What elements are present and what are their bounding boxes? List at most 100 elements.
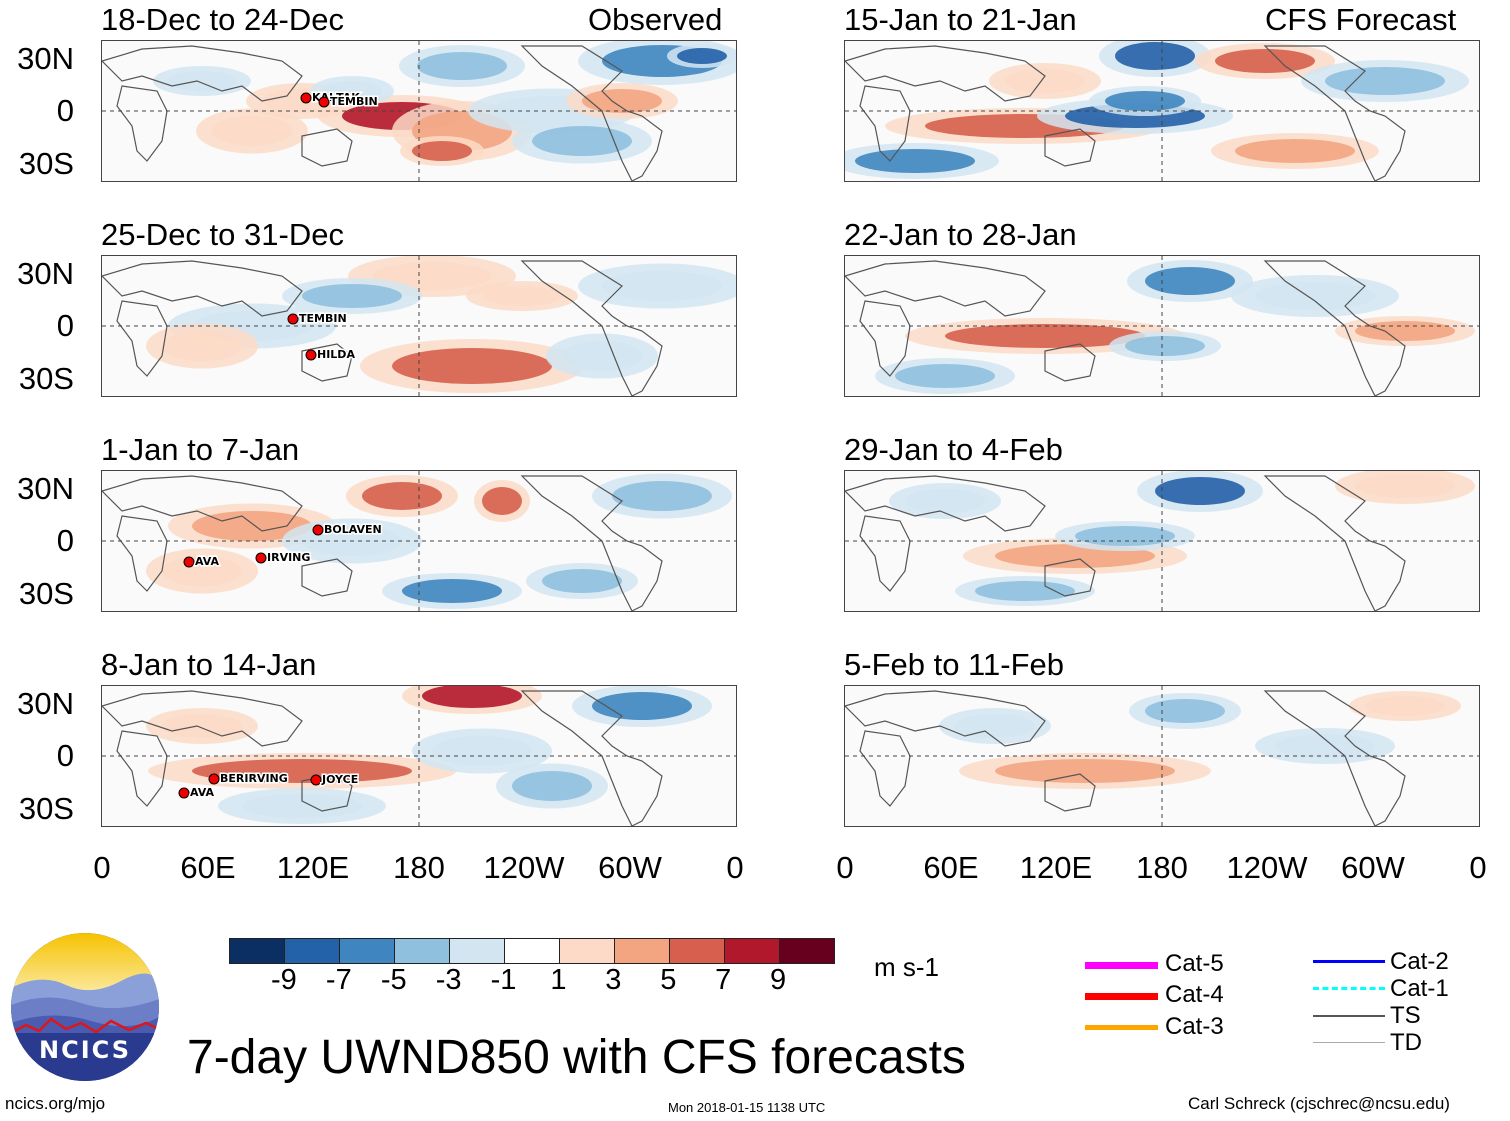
panel-title-obs-4: 8-Jan to 14-Jan <box>101 647 317 682</box>
anomaly-core <box>512 771 592 801</box>
legend-label-cat3: Cat-3 <box>1165 1013 1224 1040</box>
colorbar <box>229 938 835 964</box>
storm-marker-icon <box>287 313 299 325</box>
anomaly-core <box>1275 734 1375 758</box>
africa-outline <box>859 730 911 807</box>
anomaly-core <box>417 52 507 80</box>
colorbar-swatch <box>560 939 615 963</box>
anomaly-core <box>167 71 237 91</box>
anomaly-core <box>372 262 492 290</box>
map-panel-fc-4 <box>844 685 1480 827</box>
colorbar-swatch <box>615 939 670 963</box>
anomaly-core <box>482 286 562 306</box>
xtick-left-120e: 120E <box>276 850 350 885</box>
ytick-30s-4: 30S <box>18 791 74 826</box>
footer-url[interactable]: ncics.org/mjo <box>5 1094 106 1113</box>
africa-outline <box>116 730 168 807</box>
colorbar-labels: -9 -7 -5 -3 -1 1 3 5 7 9 <box>229 964 833 998</box>
anomaly-core <box>905 489 985 513</box>
anomaly-core <box>1355 321 1455 341</box>
panel-title-obs-1: 18-Dec to 24-Dec <box>101 2 344 37</box>
panel-title-obs-3: 1-Jan to 7-Jan <box>101 432 300 467</box>
legend-line-ts <box>1313 1015 1385 1017</box>
anomaly-core <box>945 324 1145 348</box>
ytick-30n-4: 30N <box>17 686 74 721</box>
continents-outline <box>845 475 1406 611</box>
map-field-fc-3 <box>845 471 1479 611</box>
anomaly-core <box>1075 526 1175 546</box>
anomaly-core <box>192 511 312 541</box>
panel-title-fc-2: 22-Jan to 28-Jan <box>844 217 1077 252</box>
colorbar-swatch <box>395 939 450 963</box>
anomaly-core <box>1105 91 1185 111</box>
anomaly-core <box>1235 139 1355 163</box>
anomaly-core <box>612 481 712 511</box>
logo-text: NCICS <box>39 1036 131 1064</box>
africa-outline <box>116 515 168 592</box>
storm-marker-icon <box>255 552 267 564</box>
anomaly-core <box>1005 69 1085 93</box>
legend-line-cat1 <box>1313 987 1385 990</box>
colorbar-swatch <box>780 939 834 963</box>
anomaly-core <box>422 686 522 708</box>
legend-line-td <box>1313 1042 1385 1043</box>
ncics-logo: NCICS <box>11 933 159 1081</box>
anomaly-core <box>1145 267 1235 295</box>
australia-outline <box>301 558 353 597</box>
legend-label-cat2: Cat-2 <box>1390 948 1449 975</box>
anomaly-core <box>855 149 975 173</box>
anomaly-core <box>162 331 242 361</box>
xtick-right-120w: 120W <box>1226 850 1308 885</box>
colorbar-swatch <box>450 939 505 963</box>
map-panel-obs-1: KAI-TAK TEMBIN <box>101 40 737 182</box>
legend-label-cat5: Cat-5 <box>1165 950 1224 977</box>
colorbar-swatch <box>670 939 725 963</box>
anomaly-core <box>1145 699 1225 723</box>
map-field-fc-4 <box>845 686 1479 826</box>
colorbar-swatch <box>285 939 340 963</box>
africa-outline <box>859 515 911 592</box>
storm-label: BERIRVING <box>220 772 288 785</box>
anomaly-core <box>602 271 722 301</box>
map-panel-fc-2 <box>844 255 1480 397</box>
continents-outline <box>845 260 1406 396</box>
anomaly-core <box>975 581 1075 601</box>
eurasia-outline <box>845 45 1046 102</box>
legend-line-cat5 <box>1085 962 1158 969</box>
anomaly-core <box>322 81 382 101</box>
storm-label: AVA <box>195 555 220 568</box>
ytick-30s-1: 30S <box>18 146 74 181</box>
ytick-0-3: 0 <box>56 523 74 558</box>
anomaly-core <box>212 116 292 146</box>
xtick-right-60e: 60E <box>923 850 979 885</box>
anomaly-core <box>242 794 362 818</box>
storm-marker-icon <box>178 787 190 799</box>
anomaly-core <box>482 487 522 515</box>
xtick-left-60e: 60E <box>180 850 236 885</box>
storm-label: TEMBIN <box>299 312 347 325</box>
colorbar-tick-label: 9 <box>770 964 787 996</box>
colorbar-swatch <box>725 939 780 963</box>
americas-outline <box>1263 260 1406 396</box>
eurasia-outline <box>102 260 303 317</box>
legend-label-ts: TS <box>1390 1002 1421 1029</box>
storm-marker-icon <box>305 349 317 361</box>
xtick-right-120e: 120E <box>1019 850 1093 885</box>
anomaly-core <box>1325 67 1445 95</box>
storm-marker-icon <box>318 96 330 108</box>
anomaly-core <box>362 482 442 510</box>
units-label: m s-1 <box>874 952 939 982</box>
storm-label: HILDA <box>317 348 355 361</box>
panel-title-fc-4: 5-Feb to 11-Feb <box>844 647 1064 682</box>
anomaly-core <box>1115 42 1195 70</box>
map-field-obs-4: BERIRVING AVA JOYCE <box>102 686 736 826</box>
xtick-left-180: 180 <box>393 850 445 885</box>
colorbar-swatch <box>340 939 395 963</box>
australia-outline <box>1044 343 1096 382</box>
ytick-30n-2: 30N <box>17 256 74 291</box>
ytick-0-4: 0 <box>56 738 74 773</box>
xtick-left-60w: 60W <box>598 850 662 885</box>
map-field-obs-3: BOLAVEN AVA IRVING <box>102 471 736 611</box>
storm-label: AVA <box>190 786 215 799</box>
americas-outline <box>520 475 663 611</box>
